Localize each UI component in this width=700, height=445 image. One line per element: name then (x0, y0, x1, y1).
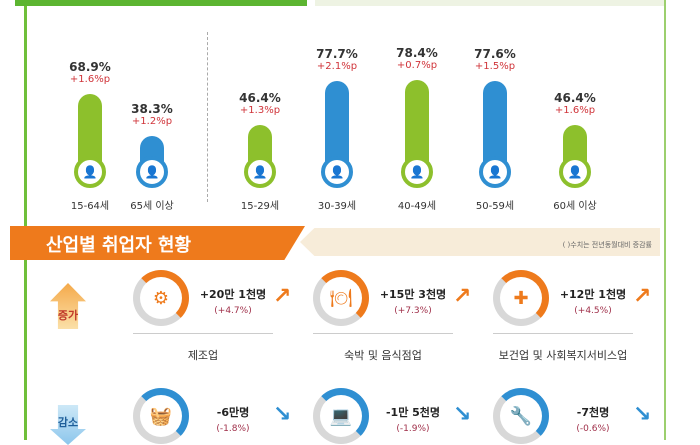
person-icon: 👤 (74, 156, 106, 188)
bar-label: 38.3% +1.2%p (112, 102, 192, 127)
bar-label: 68.9% +1.6%p (50, 60, 130, 85)
section-note: ( )수치는 전년동월대비 증감률 (562, 241, 652, 249)
bar-label: 78.4% +0.7%p (377, 46, 457, 71)
person-icon: 👤 (479, 156, 511, 188)
category-label: 40-49세 (397, 201, 437, 212)
change-label: +1.2%p (131, 116, 173, 128)
change-amount: -7천명 (-0.6%) (553, 404, 633, 434)
industry-icon-ring: 🧺 (133, 388, 189, 444)
category-label: 30-39세 (317, 201, 357, 212)
divider (313, 333, 453, 334)
value-label: 77.6% (474, 47, 516, 62)
divider (493, 333, 633, 334)
industry-icon-ring: 🍽 (313, 270, 369, 326)
amount-text: -6만명 (216, 406, 250, 419)
category-label: 15-29세 (240, 201, 280, 212)
decrease-label: 감소 (57, 416, 79, 429)
category-label: 15-64세 (70, 201, 110, 212)
bar-label: 46.4% +1.3%p (220, 91, 300, 116)
change-label: +1.5%p (474, 61, 516, 73)
change-label: +1.6%p (69, 73, 111, 85)
person-icon: 👤 (136, 156, 168, 188)
bar-label: 77.7% +2.1%p (297, 47, 377, 72)
person-icon: 👤 (321, 156, 353, 188)
person-icon: 👤 (559, 156, 591, 188)
change-amount: +20만 1천명 (+4.7%) (193, 286, 273, 316)
change-label: +1.6%p (554, 105, 596, 117)
change-amount: +12만 1천명 (+4.5%) (553, 286, 633, 316)
person-icon: 👤 (244, 156, 276, 188)
change-label: +2.1%p (316, 61, 358, 73)
divider (133, 333, 273, 334)
industry-icon-ring: ✚ (493, 270, 549, 326)
pct-text: (-0.6%) (576, 424, 610, 434)
change-label: +0.7%p (396, 60, 438, 72)
category-label: 65세 이상 (130, 201, 174, 212)
pct-text: (+4.7%) (214, 306, 252, 316)
pct-text: (+4.5%) (574, 306, 612, 316)
arrow-down-icon: ↘ (453, 402, 472, 427)
industry-icon-ring: ⚙ (133, 270, 189, 326)
arrow-up-icon: ↗ (453, 284, 472, 309)
amount-text: +12만 1천명 (559, 288, 627, 301)
change-amount: +15만 3천명 (+7.3%) (373, 286, 453, 316)
industry-icon-ring: 💻 (313, 388, 369, 444)
industry-name: 보건업 및 사회복지서비스업 (498, 349, 628, 362)
value-label: 68.9% (69, 59, 111, 74)
bar-label: 77.6% +1.5%p (455, 47, 535, 72)
person-icon: 👤 (401, 156, 433, 188)
category-label: 50-59세 (475, 201, 515, 212)
change-label: +1.3%p (239, 105, 281, 117)
category-label: 60세 이상 (553, 201, 597, 212)
increase-label: 증가 (57, 309, 79, 322)
right-border (664, 0, 666, 440)
value-label: 77.7% (316, 47, 358, 62)
industry-name: 제조업 (187, 349, 219, 362)
amount-text: -1만 5천명 (385, 406, 441, 419)
pct-text: (+7.3%) (394, 306, 432, 316)
bar-label: 46.4% +1.6%p (535, 91, 615, 116)
header-bar (15, 0, 307, 6)
arrow-down-icon: ↘ (273, 402, 292, 427)
amount-text: +20만 1천명 (199, 288, 267, 301)
arrow-down-icon: ↘ (633, 402, 652, 427)
section-title: 산업별 취업자 현황 (10, 226, 305, 260)
arrow-up-icon: ↗ (633, 284, 652, 309)
value-label: 46.4% (554, 91, 596, 106)
value-label: 38.3% (131, 102, 173, 117)
value-label: 78.4% (396, 46, 438, 61)
arrow-up-icon: ↗ (273, 284, 292, 309)
pct-text: (-1.8%) (216, 424, 250, 434)
divider (207, 32, 208, 202)
pct-text: (-1.9%) (396, 424, 430, 434)
industry-icon-ring: 🔧 (493, 388, 549, 444)
amount-text: +15만 3천명 (379, 288, 447, 301)
change-amount: -1만 5천명 (-1.9%) (373, 404, 453, 434)
industry-name: 숙박 및 음식점업 (344, 349, 422, 362)
change-amount: -6만명 (-1.8%) (193, 404, 273, 434)
header-band (315, 0, 665, 6)
left-border (24, 6, 27, 440)
amount-text: -7천명 (576, 406, 610, 419)
section-band (300, 228, 660, 256)
value-label: 46.4% (239, 91, 281, 106)
